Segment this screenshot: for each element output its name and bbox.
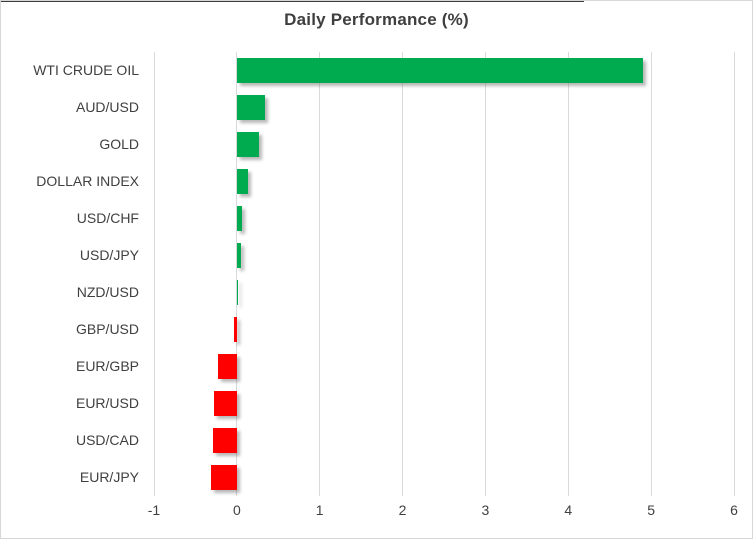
x-tick-label: 6 [730, 502, 738, 518]
gridline [733, 52, 735, 496]
bar [236, 280, 238, 305]
gridline [567, 52, 569, 496]
gridline [153, 52, 155, 496]
bar [236, 58, 643, 83]
x-tick-label: 5 [647, 502, 656, 518]
gridline [402, 52, 404, 496]
x-tick-label: -1 [147, 502, 161, 518]
bar [214, 391, 237, 416]
category-label: USD/JPY [79, 247, 139, 263]
x-tick-label: 0 [232, 502, 241, 518]
x-tick-label: 1 [315, 502, 324, 518]
category-label: DOLLAR INDEX [36, 173, 139, 189]
x-tick-label: 3 [481, 502, 490, 518]
bar [236, 169, 249, 194]
bar [236, 132, 260, 157]
bar [234, 317, 237, 342]
category-label: EUR/USD [75, 395, 139, 411]
category-label: GOLD [99, 136, 139, 152]
bar [217, 354, 237, 379]
category-label: EUR/JPY [79, 469, 139, 485]
top-border-accent [1, 1, 584, 2]
bar [236, 206, 242, 231]
gridline [650, 52, 652, 496]
bar [236, 243, 241, 268]
gridline [484, 52, 486, 496]
category-axis: WTI CRUDE OIL AUD/USD GOLD DOLLAR INDEX USD/… [1, 52, 139, 496]
x-tick-label: 4 [564, 502, 573, 518]
category-label: WTI CRUDE OIL [33, 62, 139, 78]
x-tick-label: 2 [398, 502, 407, 518]
category-label: EUR/GBP [75, 358, 139, 374]
bar [212, 428, 237, 453]
plot-area [153, 52, 735, 496]
bar [211, 465, 237, 490]
gridline [236, 52, 238, 496]
category-label: NZD/USD [76, 284, 139, 300]
category-label: AUD/USD [75, 99, 139, 115]
category-label: GBP/USD [75, 321, 139, 337]
chart-title: Daily Performance (%) [284, 10, 469, 29]
category-label: USD/CHF [76, 210, 139, 226]
x-axis-ticks: -1 0 1 2 3 4 5 6 [148, 502, 738, 522]
bar [236, 95, 265, 120]
category-label: USD/CAD [75, 432, 139, 448]
gridline [319, 52, 321, 496]
